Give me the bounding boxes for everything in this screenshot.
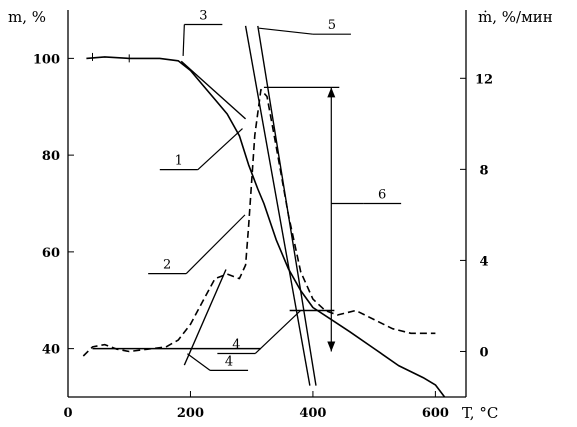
y-left-tick-label: 60 bbox=[42, 246, 60, 261]
y-right-tick-label: 0 bbox=[479, 345, 488, 360]
callout-label: 6 bbox=[378, 188, 386, 203]
callout-label: 4 bbox=[225, 354, 233, 369]
callout-leader-line bbox=[258, 27, 313, 35]
callout-leader-line bbox=[182, 24, 185, 56]
y-axis-left-label: m, % bbox=[8, 8, 46, 26]
solid-series-line bbox=[86, 56, 446, 398]
y-left-tick-label: 40 bbox=[42, 343, 60, 358]
x-tick-label: 600 bbox=[422, 406, 449, 421]
y-right-tick-label: 12 bbox=[475, 72, 493, 87]
dashed-series-line bbox=[82, 88, 436, 357]
peak-arrow-down-icon bbox=[327, 341, 336, 352]
callout-leader-line bbox=[197, 128, 243, 171]
x-tick-label: 400 bbox=[299, 406, 326, 421]
x-tick-label: 200 bbox=[177, 406, 204, 421]
y-axis-right-label: ṁ, %/мин bbox=[478, 8, 553, 26]
y-left-tick-label: 80 bbox=[42, 149, 60, 164]
x-tick-label: 0 bbox=[63, 406, 72, 421]
y-right-tick-label: 8 bbox=[479, 163, 488, 178]
tangent-line bbox=[244, 25, 311, 386]
callout-leader-line bbox=[254, 310, 302, 354]
callout-label: 1 bbox=[175, 154, 183, 169]
callout-label: 3 bbox=[199, 9, 207, 24]
callout-label: 5 bbox=[328, 18, 336, 33]
y-right-tick-label: 4 bbox=[479, 254, 488, 269]
tangent-line bbox=[180, 60, 247, 120]
callout-leader-line bbox=[185, 214, 246, 275]
x-axis-label: T, °C bbox=[462, 404, 498, 422]
y-left-tick-label: 100 bbox=[33, 52, 60, 67]
tangent-line bbox=[183, 269, 227, 366]
data-series bbox=[82, 52, 446, 398]
callout-label: 4 bbox=[232, 337, 240, 352]
callout-label: 2 bbox=[163, 258, 171, 273]
tangent-lines bbox=[92, 25, 340, 386]
annotation-callouts: 1 2 3 4 4 5 6 bbox=[148, 9, 402, 371]
chart-axes bbox=[67, 10, 467, 398]
callout-leader-line bbox=[187, 353, 211, 371]
peak-arrow-up-icon bbox=[327, 87, 336, 98]
